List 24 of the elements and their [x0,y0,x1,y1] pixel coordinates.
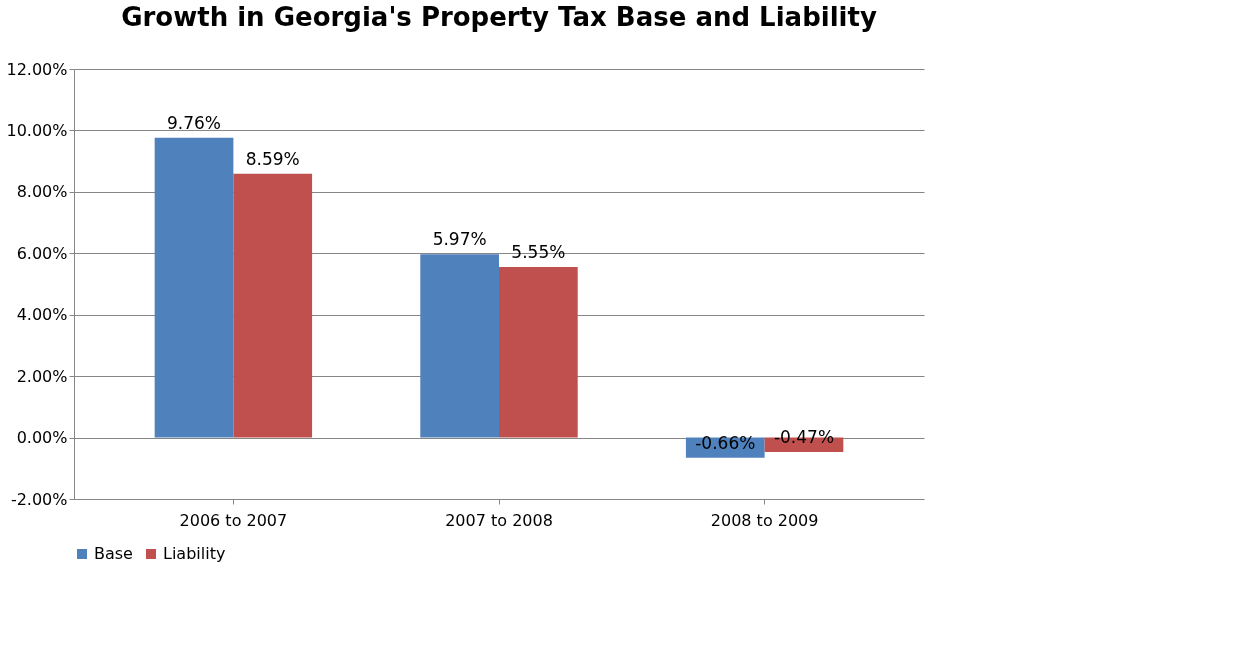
data-label: -0.66% [695,432,756,453]
data-label: 8.59% [245,148,300,169]
y-tick-label: 2.00% [16,366,68,386]
bar [154,137,234,438]
y-tick-label: 0.00% [16,428,68,448]
x-tick-label: 2008 to 2009 [710,510,819,530]
x-tick-label: 2006 to 2007 [179,510,288,530]
legend-label: Liability [163,544,226,563]
data-label: 5.55% [511,242,566,263]
data-label: 9.76% [167,112,222,133]
y-tick-label: 12.00% [6,59,68,79]
y-tick-label: 8.00% [16,182,68,202]
data-label: 5.97% [432,229,487,250]
bar [499,267,578,438]
y-tick-label: -2.00% [10,489,68,509]
x-tick-label: 2007 to 2008 [445,510,553,530]
y-tick-label: 6.00% [16,243,68,263]
bar [233,173,313,438]
y-tick-label: 10.00% [6,120,68,140]
chart-title: Growth in Georgia's Property Tax Base and Liability [121,2,877,32]
data-label: -0.47% [773,427,835,448]
legend-label: Base [94,544,133,563]
bar [420,254,499,438]
y-tick-label: 4.00% [16,305,68,325]
